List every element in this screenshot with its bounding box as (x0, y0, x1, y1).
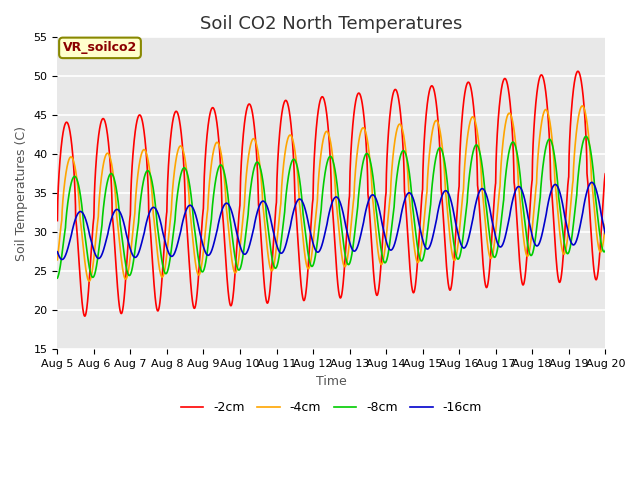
-4cm (148, 198, 156, 204)
-2cm (116, 308, 124, 313)
-2cm (264, 300, 271, 306)
-4cm (85, 278, 93, 284)
-2cm (591, 274, 598, 279)
-16cm (116, 209, 124, 215)
-16cm (148, 205, 156, 211)
Line: -4cm: -4cm (58, 106, 605, 281)
-8cm (582, 133, 589, 139)
-8cm (591, 184, 598, 190)
-16cm (588, 180, 596, 185)
-16cm (264, 205, 271, 211)
-8cm (116, 216, 124, 221)
-2cm (148, 261, 156, 266)
-2cm (54, 218, 61, 224)
Text: VR_soilco2: VR_soilco2 (63, 41, 137, 54)
-2cm (81, 313, 89, 319)
-4cm (579, 103, 586, 109)
Line: -16cm: -16cm (58, 182, 605, 260)
-2cm (287, 126, 295, 132)
-16cm (58, 257, 66, 263)
Legend: -2cm, -4cm, -8cm, -16cm: -2cm, -4cm, -8cm, -16cm (175, 396, 487, 419)
X-axis label: Time: Time (316, 374, 347, 387)
-16cm (532, 242, 540, 248)
-8cm (532, 235, 540, 241)
-8cm (54, 275, 61, 281)
-4cm (602, 221, 609, 227)
Y-axis label: Soil Temperatures (C): Soil Temperatures (C) (15, 126, 28, 261)
-16cm (602, 231, 609, 237)
-4cm (591, 212, 598, 218)
-16cm (287, 217, 295, 223)
Line: -8cm: -8cm (58, 136, 605, 278)
-4cm (54, 257, 61, 263)
Title: Soil CO2 North Temperatures: Soil CO2 North Temperatures (200, 15, 463, 33)
-8cm (264, 220, 271, 226)
-4cm (287, 133, 295, 139)
-4cm (264, 249, 271, 255)
-4cm (116, 244, 124, 250)
-8cm (602, 248, 609, 253)
-16cm (54, 249, 61, 255)
-8cm (148, 181, 156, 187)
-2cm (532, 102, 540, 108)
Line: -2cm: -2cm (58, 71, 605, 316)
-4cm (532, 188, 540, 194)
-2cm (602, 171, 609, 177)
-2cm (574, 68, 582, 74)
-16cm (591, 183, 598, 189)
-8cm (287, 160, 295, 166)
